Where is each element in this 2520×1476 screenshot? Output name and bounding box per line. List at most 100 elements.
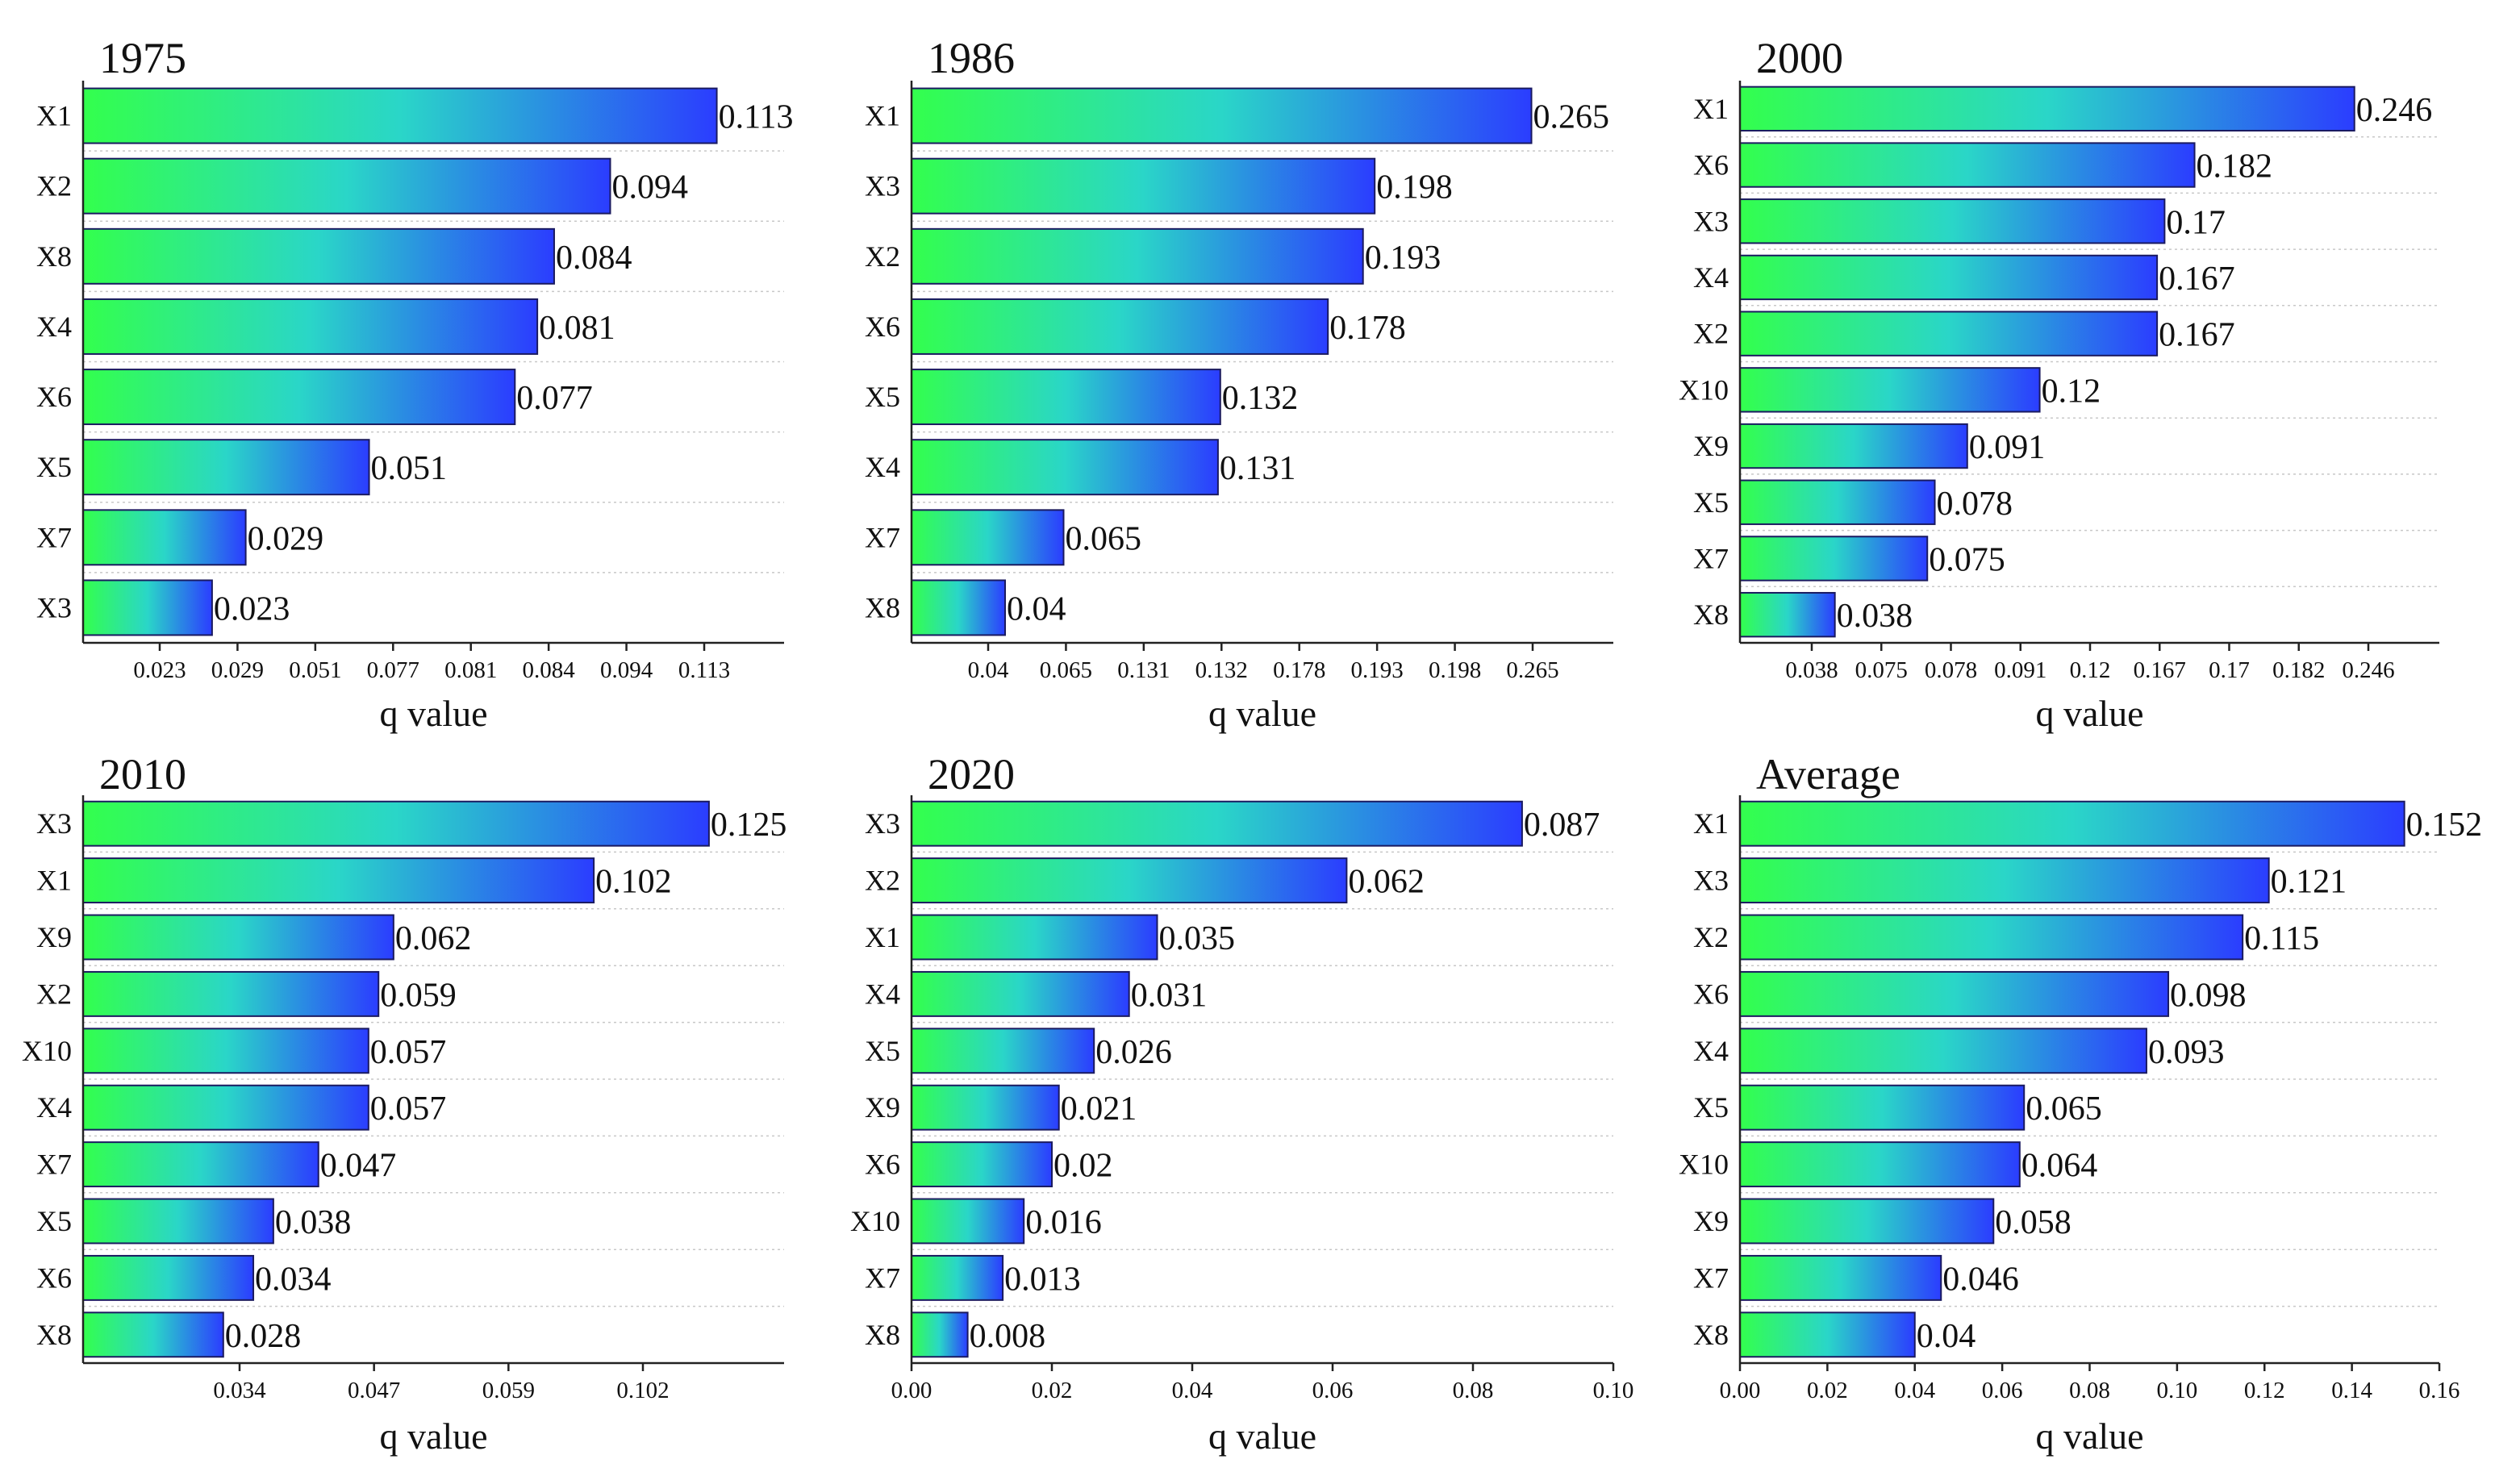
x-tick-label: 0.08	[2069, 1378, 2110, 1403]
value-label: 0.075	[1929, 541, 2005, 578]
value-label: 0.058	[1995, 1204, 2071, 1241]
bar-x6	[82, 369, 516, 426]
category-label: X4	[36, 1091, 72, 1124]
category-label: X6	[865, 311, 900, 343]
category-label: X6	[865, 1149, 900, 1181]
category-label: X4	[865, 451, 900, 483]
value-label: 0.084	[556, 240, 632, 277]
bar-x7	[911, 1254, 1004, 1301]
x-tick-label: 0.084	[523, 657, 576, 683]
value-label: 0.038	[1837, 598, 1913, 635]
x-tick-label: 0.078	[1925, 657, 1977, 683]
x-tick-label: 0.094	[600, 657, 653, 683]
value-label: 0.034	[255, 1261, 332, 1298]
value-label: 0.062	[395, 920, 472, 957]
bar-x9	[1739, 1198, 1995, 1245]
bar-x3	[911, 800, 1523, 847]
value-label: 0.265	[1533, 99, 1610, 136]
category-label: X4	[1693, 1035, 1729, 1067]
category-label: X8	[865, 591, 900, 623]
category-label: X6	[36, 1261, 72, 1294]
bar-x3	[911, 157, 1376, 215]
x-tick-label: 0.198	[1429, 657, 1481, 683]
x-axis-label: q value	[1208, 1416, 1316, 1457]
chart-panel-2020: 2020 X3 0.087 X2 0.062 X1 0.035 X4 0.031 X5 0.026 X…	[850, 750, 1633, 1457]
category-label: X10	[1679, 373, 1729, 406]
value-label: 0.093	[2148, 1034, 2225, 1071]
category-label: X2	[865, 240, 900, 273]
value-label: 0.04	[1917, 1318, 1976, 1355]
bar-x5	[911, 1028, 1095, 1074]
x-tick-label: 0.029	[211, 657, 264, 683]
x-tick-label: 0.04	[968, 657, 1009, 683]
bar-x8	[911, 1311, 969, 1358]
bar-x8	[1739, 591, 1836, 638]
category-label: X6	[1693, 149, 1729, 181]
value-label: 0.051	[371, 450, 448, 487]
value-label: 0.167	[2159, 317, 2235, 354]
value-label: 0.065	[1066, 520, 1142, 557]
bar-x8	[1739, 1311, 1916, 1358]
x-tick-label: 0.06	[1312, 1378, 1354, 1403]
bar-x4	[1739, 254, 2159, 301]
bar-x10	[911, 1198, 1025, 1245]
value-label: 0.057	[370, 1090, 447, 1128]
x-tick-label: 0.04	[1172, 1378, 1213, 1403]
bar-x6	[911, 1141, 1053, 1188]
bar-x5	[82, 1198, 274, 1245]
value-label: 0.026	[1095, 1034, 1172, 1071]
x-tick-label: 0.265	[1506, 657, 1558, 683]
x-tick-label: 0.17	[2209, 657, 2250, 683]
value-label: 0.178	[1329, 310, 1406, 347]
x-tick-label: 0.034	[213, 1378, 266, 1403]
category-label: X3	[1693, 205, 1729, 237]
x-tick-label: 0.182	[2272, 657, 2325, 683]
value-label: 0.047	[320, 1148, 397, 1185]
value-label: 0.152	[2406, 807, 2483, 844]
category-label: X9	[36, 921, 72, 953]
category-label: X5	[36, 451, 72, 483]
bar-x5	[911, 369, 1221, 426]
value-label: 0.013	[1004, 1261, 1081, 1298]
value-label: 0.035	[1159, 920, 1236, 957]
category-label: X4	[1693, 261, 1729, 294]
value-label: 0.008	[970, 1318, 1046, 1355]
value-label: 0.064	[2021, 1148, 2098, 1185]
bar-x7	[82, 1141, 319, 1188]
x-tick-label: 0.10	[1593, 1378, 1634, 1403]
value-label: 0.081	[539, 310, 615, 347]
x-tick-label: 0.04	[1894, 1378, 1935, 1403]
bar-x6	[1739, 970, 2170, 1017]
x-tick-label: 0.00	[1720, 1378, 1761, 1403]
category-label: X7	[36, 1149, 72, 1181]
x-tick-label: 0.132	[1195, 657, 1248, 683]
bar-x7	[1739, 536, 1929, 582]
category-label: X8	[1693, 598, 1729, 631]
value-label: 0.167	[2159, 261, 2235, 298]
chart-title: 1975	[99, 34, 186, 82]
value-label: 0.031	[1131, 977, 1208, 1014]
value-label: 0.125	[711, 807, 787, 844]
category-label: X8	[1693, 1319, 1729, 1351]
x-tick-label: 0.02	[1032, 1378, 1073, 1403]
x-tick-label: 0.065	[1040, 657, 1092, 683]
x-tick-label: 0.08	[1453, 1378, 1494, 1403]
category-label: X10	[850, 1205, 900, 1237]
category-label: X5	[1693, 1091, 1729, 1124]
x-tick-label: 0.038	[1785, 657, 1838, 683]
value-label: 0.046	[1942, 1261, 2019, 1298]
category-label: X2	[1693, 318, 1729, 350]
x-tick-label: 0.246	[2342, 657, 2394, 683]
bar-x1	[82, 857, 595, 904]
bar-x10	[82, 1028, 369, 1074]
x-tick-label: 0.12	[2070, 657, 2111, 683]
x-tick-label: 0.10	[2157, 1378, 2198, 1403]
value-label: 0.028	[225, 1318, 302, 1355]
value-label: 0.02	[1053, 1148, 1113, 1185]
bar-x3	[82, 579, 213, 636]
value-label: 0.021	[1061, 1090, 1137, 1128]
category-label: X1	[36, 100, 72, 132]
bar-x4	[911, 970, 1130, 1017]
x-tick-label: 0.075	[1855, 657, 1908, 683]
